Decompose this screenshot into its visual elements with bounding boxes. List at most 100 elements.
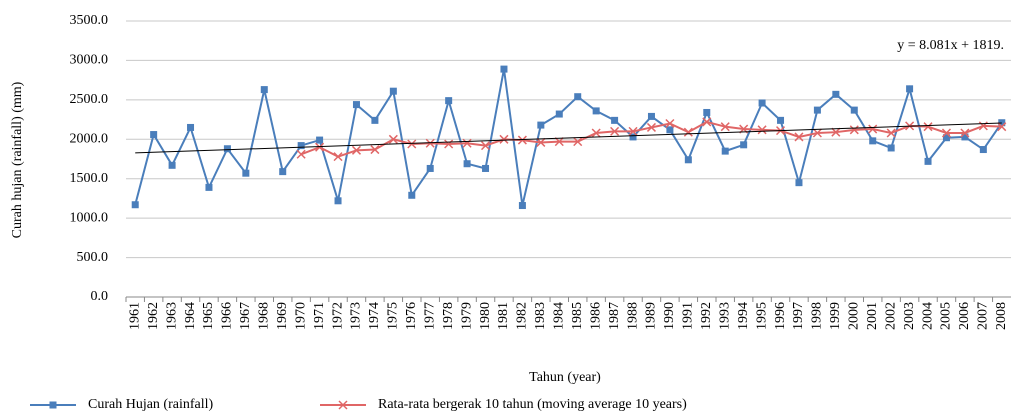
point (941, 128, 951, 138)
point (757, 125, 767, 135)
point (316, 136, 324, 144)
point (628, 126, 638, 136)
x-tick-label: 1986 (588, 302, 603, 330)
point (665, 118, 675, 129)
point (703, 108, 711, 116)
point (794, 132, 804, 142)
point (832, 90, 840, 98)
point (260, 86, 268, 94)
point (425, 138, 435, 148)
point (850, 106, 858, 114)
x-tick-label: 1991 (681, 302, 696, 330)
point (168, 161, 176, 169)
point (518, 202, 526, 210)
x-tick-label: 1985 (570, 302, 585, 330)
point (702, 117, 712, 127)
x-tick-label: 2002 (883, 302, 898, 330)
point (777, 116, 785, 124)
legend-marker (49, 401, 57, 409)
point (998, 119, 1006, 127)
x-tick-label: 1971 (312, 302, 327, 330)
point (573, 137, 583, 147)
point (942, 134, 950, 142)
point (279, 168, 287, 176)
x-tick-label: 2008 (994, 302, 1009, 330)
y-tick-label: 1000.0 (70, 210, 109, 225)
x-tick-label: 1969 (275, 302, 290, 330)
point (371, 116, 379, 124)
trendline (135, 122, 1002, 154)
x-tick-label: 1990 (662, 302, 677, 330)
point (444, 139, 454, 149)
point (517, 135, 527, 145)
legend-label: Curah Hujan (rainfall) (88, 397, 214, 412)
point (720, 122, 730, 132)
x-tick-label: 1982 (515, 302, 530, 330)
legend-label: Rata-rata bergerak 10 tahun (moving aver… (378, 397, 687, 412)
x-tick-label: 2007 (976, 302, 991, 330)
point (554, 137, 564, 147)
trend-equation: y = 8.081x + 1819. (897, 38, 1004, 53)
point (462, 138, 472, 148)
point (537, 121, 545, 129)
point (223, 145, 231, 153)
point (683, 127, 693, 137)
x-tick-label: 1965 (201, 302, 216, 330)
x-tick-label: 1974 (367, 302, 382, 330)
x-tick-label: 1962 (146, 302, 161, 330)
x-tick-label: 1989 (644, 302, 659, 330)
point (205, 183, 213, 191)
point (592, 107, 600, 115)
point (187, 123, 195, 131)
point (684, 156, 692, 164)
point (849, 125, 859, 135)
x-tick-label: 1973 (349, 302, 364, 330)
x-tick-label: 1980 (478, 302, 493, 330)
y-tick-label: 2500.0 (70, 92, 109, 107)
point (463, 160, 471, 168)
x-tick-label: 1996 (773, 302, 788, 330)
point (481, 141, 491, 151)
point (812, 128, 822, 138)
point (408, 191, 416, 199)
point (499, 134, 509, 144)
x-tick-label: 2003 (902, 302, 917, 330)
point (389, 87, 397, 95)
point (721, 147, 729, 155)
point (131, 201, 139, 209)
point (923, 122, 933, 132)
x-tick-label: 2004 (920, 302, 935, 330)
x-tick-label: 2005 (939, 302, 954, 330)
y-tick-label: 3000.0 (70, 53, 109, 68)
x-tick-label: 1977 (422, 302, 437, 330)
point (887, 144, 895, 152)
point (351, 145, 361, 155)
point (334, 197, 342, 205)
x-tick-label: 1961 (127, 302, 142, 330)
point (370, 145, 380, 155)
point (388, 134, 398, 144)
point (758, 99, 766, 107)
point (740, 141, 748, 149)
x-tick-label: 1994 (736, 302, 751, 330)
x-tick-label: 2001 (865, 302, 880, 330)
point (997, 122, 1007, 132)
point (647, 112, 655, 120)
y-tick-label: 2000.0 (70, 132, 109, 147)
x-tick-label: 1988 (625, 302, 640, 330)
legend-marker (338, 400, 348, 410)
point (906, 85, 914, 93)
x-tick-label: 1979 (459, 302, 474, 330)
point (979, 146, 987, 154)
point (610, 126, 620, 136)
x-tick-label: 1999 (828, 302, 843, 330)
point (886, 128, 896, 138)
series-line (134, 68, 1003, 206)
point (150, 131, 158, 139)
point (591, 128, 601, 138)
point (574, 93, 582, 101)
x-tick-label: 1983 (533, 302, 548, 330)
x-tick-label: 1976 (404, 302, 419, 330)
x-axis-title: Tahun (year) (529, 370, 601, 385)
